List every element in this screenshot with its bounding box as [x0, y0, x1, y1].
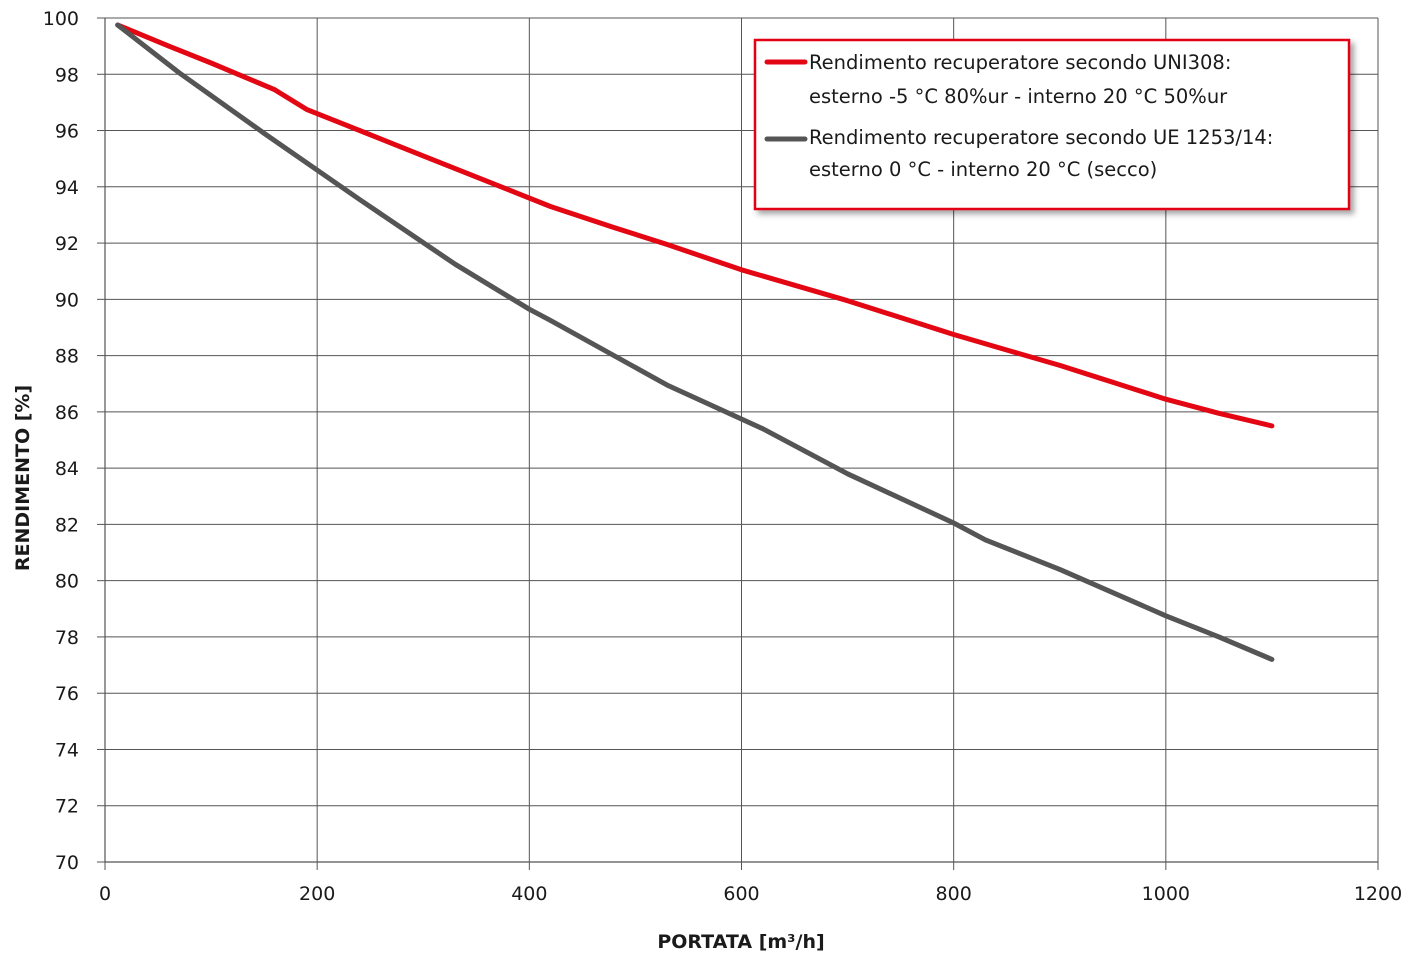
y-tick-label: 100 — [43, 8, 79, 30]
legend-label-1: Rendimento recuperatore secondo UNI308: — [809, 51, 1231, 74]
y-tick-label: 78 — [55, 627, 79, 649]
legend-label-2: Rendimento recuperatore secondo UE 1253/… — [809, 126, 1273, 149]
x-axis-title: PORTATA [m³/h] — [657, 931, 824, 953]
series-line-1 — [115, 22, 1275, 429]
legend-box — [753, 38, 1351, 211]
y-tick-label: 82 — [55, 514, 79, 536]
y-tick-label: 96 — [55, 121, 79, 143]
x-tick-label: 400 — [511, 883, 547, 905]
legend-label-2-line2: esterno 0 °C - interno 20 °C (secco) — [809, 158, 1157, 181]
y-tick-label: 80 — [55, 571, 79, 593]
x-tick-label: 800 — [936, 883, 972, 905]
y-tick-label: 84 — [55, 458, 79, 480]
x-tick-label: 600 — [723, 883, 759, 905]
x-tick-label: 200 — [299, 883, 335, 905]
y-tick-label: 74 — [55, 739, 79, 761]
x-tick-label: 1200 — [1354, 883, 1402, 905]
y-tick-label: 86 — [55, 402, 79, 424]
y-tick-label: 72 — [55, 796, 79, 818]
y-tick-label: 92 — [55, 233, 79, 255]
y-tick-label: 90 — [55, 289, 79, 311]
axes — [97, 17, 1379, 870]
y-tick-label: 98 — [55, 64, 79, 86]
y-tick-label: 70 — [55, 852, 79, 874]
x-tick-label: 0 — [99, 883, 111, 905]
y-tick-label: 88 — [55, 346, 79, 368]
x-tick-label: 1000 — [1142, 883, 1190, 905]
legend-label-1-line2: esterno -5 °C 80%ur - interno 20 °C 50%u… — [809, 85, 1228, 108]
series-lines — [115, 22, 1275, 662]
legend: Rendimento recuperatore secondo UNI308: e… — [753, 38, 1351, 211]
series-line-2 — [115, 22, 1275, 662]
y-tick-label: 76 — [55, 683, 79, 705]
y-tick-label: 94 — [55, 177, 79, 199]
y-axis-title: RENDIMENTO [%] — [12, 385, 34, 571]
